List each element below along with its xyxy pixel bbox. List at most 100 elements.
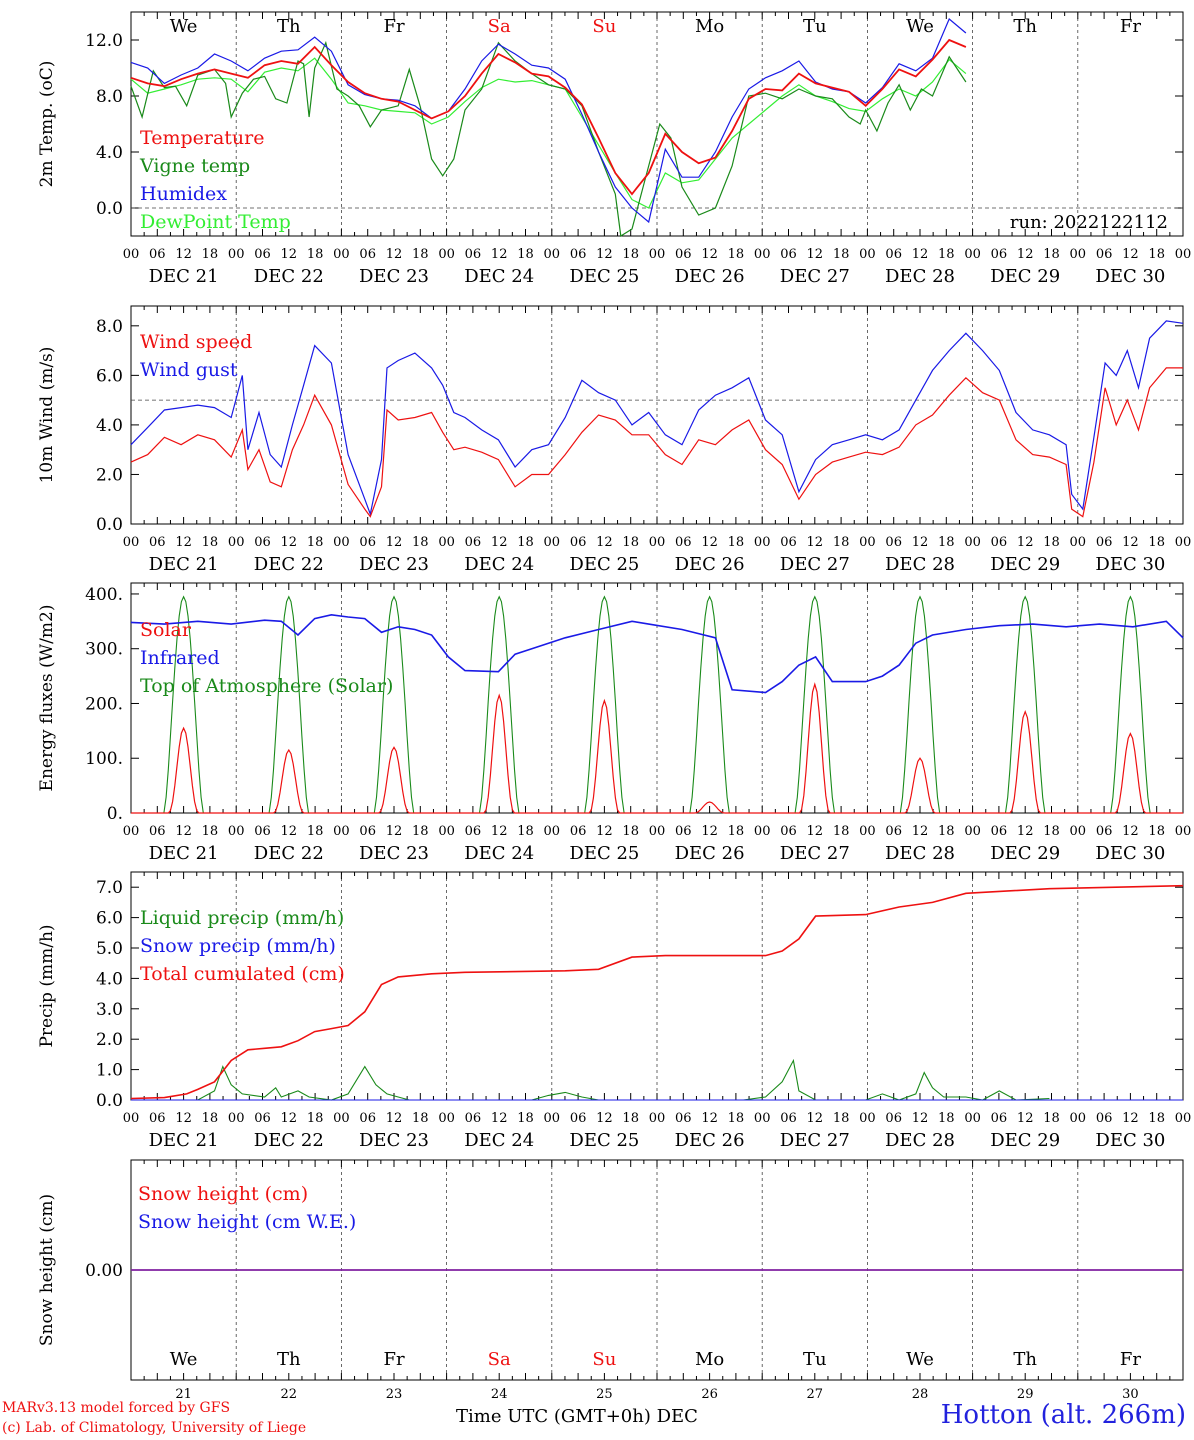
- y-tick-label: 7.0: [96, 878, 123, 898]
- hour-tick-label: 12: [1122, 824, 1139, 839]
- hour-tick-label: 12: [1122, 1111, 1139, 1126]
- hour-tick-label: 12: [386, 535, 403, 550]
- hour-tick-label: 06: [675, 247, 692, 262]
- run-label: run: 2022122112: [1010, 212, 1168, 233]
- legend-entry: Snow height (cm W.E.): [138, 1211, 356, 1233]
- hour-tick-label: 06: [885, 247, 902, 262]
- hour-tick-label: 00: [438, 1111, 455, 1126]
- y-axis-label: Energy fluxes (W/m2): [37, 605, 57, 792]
- hour-tick-label: 00: [649, 247, 666, 262]
- panel-4: 0.0 1.0 2.0 3.0 4.0 5.0 6.0 7.0 Precip (mm/h) 00 0…: [37, 871, 1191, 1151]
- date-label: DEC 22: [254, 1130, 324, 1151]
- weekday-label: Mo: [695, 1349, 724, 1370]
- legend-entry: Liquid precip (mm/h): [140, 907, 344, 929]
- date-label: DEC 23: [359, 1130, 429, 1151]
- hour-tick-label: 18: [833, 535, 850, 550]
- hour-tick-label: 00: [228, 1111, 245, 1126]
- hour-tick-label: 12: [1017, 535, 1034, 550]
- date-label: DEC 22: [254, 843, 324, 864]
- series-line-temperature: [130, 38, 967, 196]
- hour-tick-label: 12: [807, 824, 824, 839]
- hour-tick-label: 18: [202, 824, 219, 839]
- legend-entry: Wind speed: [140, 331, 252, 353]
- hour-tick-label: 00: [859, 535, 876, 550]
- hour-tick-label: 00: [964, 1111, 981, 1126]
- y-tick-label: 0.0: [96, 515, 123, 535]
- date-label: DEC 25: [569, 554, 639, 575]
- time-axis-label: Time UTC (GMT+0h) DEC: [456, 1406, 698, 1427]
- hour-tick-label: 06: [1096, 824, 1113, 839]
- hour-tick-label: 00: [544, 1111, 561, 1126]
- weekday-label: Th: [1013, 1349, 1037, 1370]
- hour-tick-label: 00: [438, 824, 455, 839]
- hour-tick-label: 18: [1148, 824, 1165, 839]
- hour-tick-label: 18: [412, 1111, 429, 1126]
- hour-tick-label: 06: [570, 535, 587, 550]
- hour-tick-label: 12: [281, 535, 298, 550]
- hour-tick-label: 00: [964, 247, 981, 262]
- series-line-solar: [131, 682, 1183, 814]
- date-label: DEC 30: [1095, 554, 1165, 575]
- hour-tick-label: 06: [465, 1111, 482, 1126]
- hour-tick-label: 00: [333, 1111, 350, 1126]
- plot-frame: [130, 11, 1184, 237]
- date-label: DEC 25: [569, 266, 639, 287]
- y-tick-label: 6.0: [96, 366, 123, 386]
- y-tick-label: 3.0: [96, 1000, 123, 1020]
- weekday-label: Su: [592, 16, 616, 37]
- legend-entry: Vigne temp: [139, 155, 250, 177]
- legend-entry: Wind gust: [140, 359, 238, 381]
- hour-tick-label: 18: [307, 1111, 324, 1126]
- date-label: DEC 23: [359, 843, 429, 864]
- date-label: DEC 27: [780, 843, 850, 864]
- hour-tick-label: 12: [491, 824, 508, 839]
- hour-tick-label: 00: [228, 535, 245, 550]
- hour-tick-label: 18: [728, 1111, 745, 1126]
- y-tick-label: 100.: [85, 749, 123, 769]
- y-tick-label: 4.0: [96, 143, 123, 163]
- hour-tick-label: 06: [780, 1111, 797, 1126]
- hour-tick-label: 12: [1017, 1111, 1034, 1126]
- hour-tick-label: 18: [202, 535, 219, 550]
- weekday-label: Tu: [803, 1349, 827, 1370]
- day-number-label: 24: [491, 1387, 508, 1402]
- hour-tick-label: 18: [728, 535, 745, 550]
- date-label: DEC 25: [569, 1130, 639, 1151]
- hour-tick-label: 00: [123, 1111, 140, 1126]
- legend-entry: Snow precip (mm/h): [140, 935, 336, 957]
- hour-tick-label: 18: [412, 535, 429, 550]
- hour-tick-label: 06: [149, 535, 166, 550]
- weekday-label: Su: [592, 1349, 616, 1370]
- date-label: DEC 22: [254, 554, 324, 575]
- series-line-wind-speed: [130, 367, 1183, 518]
- day-number-label: 21: [175, 1387, 192, 1402]
- date-label: DEC 21: [149, 554, 219, 575]
- hour-tick-label: 18: [202, 247, 219, 262]
- hour-tick-label: 06: [465, 247, 482, 262]
- date-label: DEC 21: [149, 1130, 219, 1151]
- day-number-label: 27: [807, 1387, 824, 1402]
- hour-tick-label: 06: [359, 535, 376, 550]
- hour-tick-label: 06: [359, 824, 376, 839]
- hour-tick-label: 12: [701, 824, 718, 839]
- hour-tick-label: 00: [754, 535, 771, 550]
- date-label: DEC 24: [464, 843, 534, 864]
- date-label: DEC 28: [885, 843, 955, 864]
- hour-tick-label: 06: [991, 247, 1008, 262]
- hour-tick-label: 00: [228, 247, 245, 262]
- hour-tick-label: 00: [754, 247, 771, 262]
- date-label: DEC 30: [1095, 1130, 1165, 1151]
- date-label: DEC 26: [675, 554, 745, 575]
- day-number-label: 30: [1122, 1387, 1139, 1402]
- hour-tick-label: 12: [701, 535, 718, 550]
- hour-tick-label: 18: [938, 824, 955, 839]
- date-label: DEC 27: [780, 266, 850, 287]
- date-label: DEC 26: [675, 843, 745, 864]
- panel-1: 0.0 4.0 8.0 12.0 2m Temp. (oC) 00 06 12 18 DEC 21…: [37, 11, 1191, 287]
- hour-tick-label: 18: [938, 247, 955, 262]
- series-line-vigne-temp: [130, 40, 967, 238]
- hour-tick-label: 18: [412, 824, 429, 839]
- hour-tick-label: 00: [333, 824, 350, 839]
- hour-tick-label: 06: [1096, 1111, 1113, 1126]
- weekday-label: Th: [277, 1349, 301, 1370]
